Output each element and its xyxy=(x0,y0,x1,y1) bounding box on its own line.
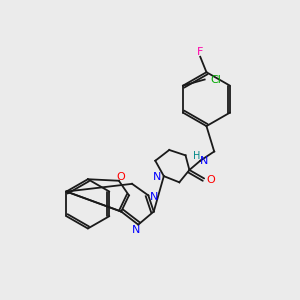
Text: Cl: Cl xyxy=(211,74,222,85)
Text: N: N xyxy=(200,156,208,166)
Text: H: H xyxy=(194,151,201,161)
Text: O: O xyxy=(206,175,215,185)
Text: N: N xyxy=(153,172,161,182)
Text: N: N xyxy=(132,225,140,235)
Text: N: N xyxy=(150,192,159,202)
Text: O: O xyxy=(117,172,126,182)
Text: F: F xyxy=(197,47,203,57)
